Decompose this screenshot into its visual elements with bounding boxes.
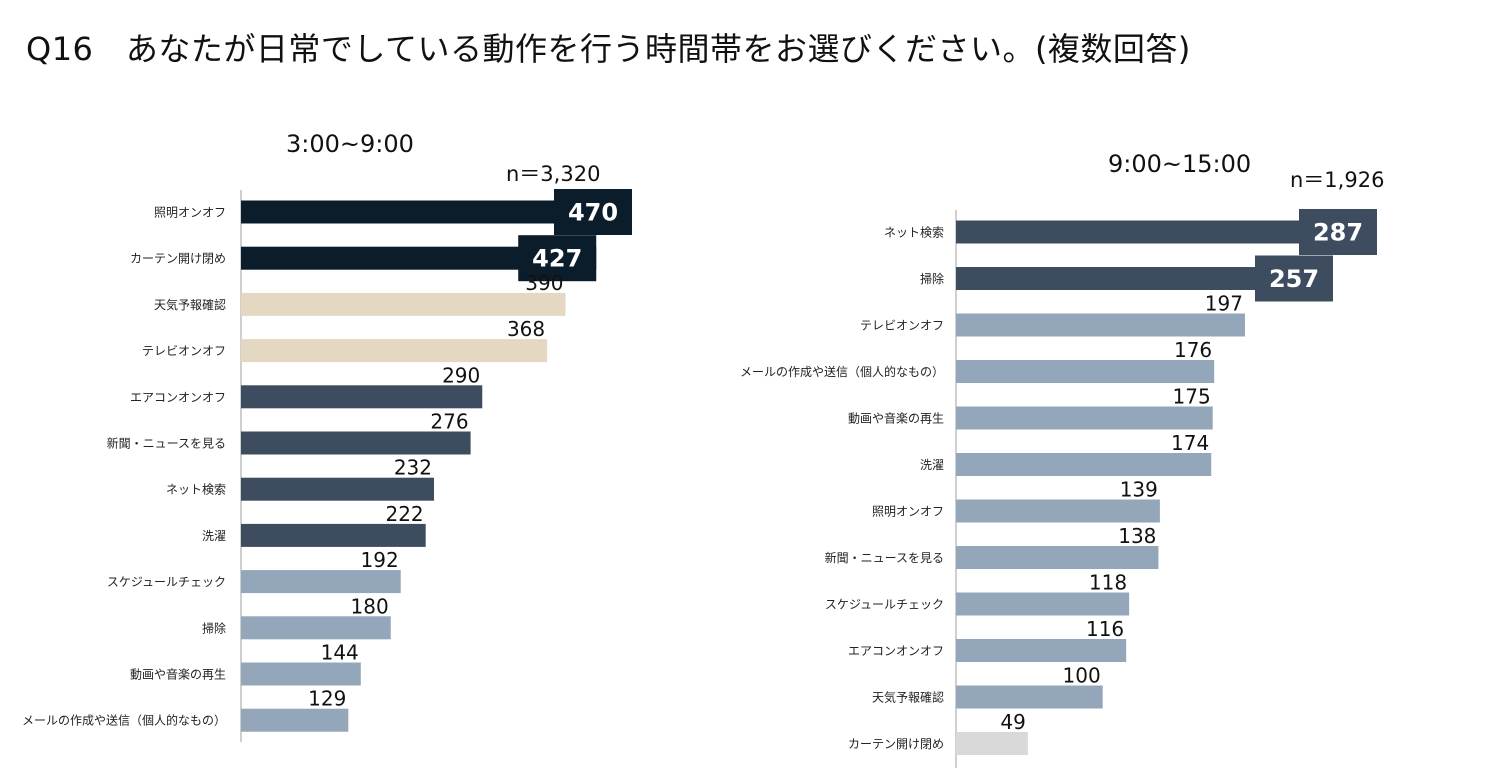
right-category-label: 掃除 xyxy=(920,271,944,286)
right-bar xyxy=(956,406,1213,430)
left-bar xyxy=(241,292,566,316)
left-category-label: 動画や音楽の再生 xyxy=(130,667,226,682)
right-bar xyxy=(956,592,1130,616)
right-bar xyxy=(956,639,1127,662)
left-value-callout xyxy=(554,189,632,235)
left-bar xyxy=(241,246,597,270)
right-bar xyxy=(956,546,1159,569)
right-sample-size: n＝1,926 xyxy=(1290,168,1385,192)
left-category-label: 洗濯 xyxy=(202,529,226,543)
right-value-label: 257 xyxy=(1269,265,1319,293)
left-category-label: カーテン開け閉め xyxy=(130,252,226,266)
right-category-label: 洗濯 xyxy=(920,458,944,472)
left-value-label: 390 xyxy=(525,271,563,295)
right-category-label: 照明オンオフ xyxy=(872,505,944,519)
right-value-callout xyxy=(1299,209,1377,255)
right-value-label: 139 xyxy=(1120,478,1158,502)
right-value-label: 116 xyxy=(1086,617,1124,641)
right-value-label: 100 xyxy=(1063,664,1101,688)
left-value-callout xyxy=(518,235,597,282)
left-category-label: エアコンオンオフ xyxy=(130,390,226,404)
right-bar xyxy=(956,499,1160,523)
left-value-label: 427 xyxy=(532,245,582,273)
right-category-label: 新聞・ニュースを見る xyxy=(825,550,944,565)
left-value-label: 290 xyxy=(442,363,480,387)
right-category-label: ネット検索 xyxy=(884,226,944,240)
right-bar xyxy=(956,267,1333,290)
right-bar xyxy=(956,360,1215,383)
right-category-label: スケジュールチェック xyxy=(825,598,944,612)
right-bar xyxy=(956,453,1212,476)
right-bar xyxy=(956,732,1028,755)
right-value-label: 287 xyxy=(1313,219,1363,247)
left-category-label: ネット検索 xyxy=(166,483,226,497)
right-category-label: テレビオンオフ xyxy=(860,319,944,333)
right-value-label: 49 xyxy=(1000,710,1025,734)
left-bar xyxy=(241,523,426,547)
left-category-label: スケジュールチェック xyxy=(107,575,226,589)
left-category-label: メールの作成や送信（個人的なもの） xyxy=(22,713,226,728)
left-category-label: 掃除 xyxy=(202,620,226,635)
left-value-label: 144 xyxy=(321,641,359,665)
left-value-label: 232 xyxy=(394,456,432,480)
left-value-label: 180 xyxy=(351,594,389,618)
left-value-label: 368 xyxy=(507,317,545,341)
right-value-label: 175 xyxy=(1173,385,1211,409)
right-chart-title: 9:00~15:00 xyxy=(1108,150,1252,178)
left-bar xyxy=(241,662,361,686)
right-value-callout xyxy=(1254,255,1333,302)
right-bar xyxy=(956,685,1103,709)
right-value-label: 118 xyxy=(1089,571,1127,595)
left-category-label: テレビオンオフ xyxy=(142,344,226,358)
left-value-label: 276 xyxy=(430,410,468,434)
left-bar xyxy=(241,477,435,501)
left-bar xyxy=(241,708,349,732)
right-bar xyxy=(956,220,1377,244)
page-title: Q16 あなたが日常でしている動作を行う時間帯をお選びください。(複数回答) xyxy=(26,30,1191,68)
left-bar xyxy=(241,339,548,363)
left-category-label: 照明オンオフ xyxy=(154,206,226,220)
left-value-label: 222 xyxy=(385,502,423,526)
left-chart-title: 3:00~9:00 xyxy=(286,130,414,158)
right-category-label: 動画や音楽の再生 xyxy=(848,411,944,426)
left-category-label: 新聞・ニュースを見る xyxy=(107,436,226,451)
left-value-label: 192 xyxy=(361,548,399,572)
left-bar xyxy=(241,431,471,455)
right-value-label: 197 xyxy=(1205,292,1243,316)
right-category-label: メールの作成や送信（個人的なもの） xyxy=(740,364,944,379)
right-category-label: カーテン開け閉め xyxy=(848,737,944,751)
left-bar xyxy=(241,616,391,640)
right-value-label: 138 xyxy=(1118,524,1156,548)
left-category-label: 天気予報確認 xyxy=(154,297,226,312)
left-sample-size: n＝3,320 xyxy=(506,162,601,186)
right-category-label: 天気予報確認 xyxy=(872,690,944,705)
left-bar xyxy=(241,385,483,409)
right-value-label: 174 xyxy=(1171,431,1209,455)
right-bar xyxy=(956,313,1245,337)
right-value-label: 176 xyxy=(1174,338,1212,362)
left-bar xyxy=(241,570,401,594)
left-bar xyxy=(241,200,632,224)
right-category-label: エアコンオンオフ xyxy=(848,644,944,658)
left-value-label: 470 xyxy=(568,199,618,227)
left-value-label: 129 xyxy=(308,687,346,711)
